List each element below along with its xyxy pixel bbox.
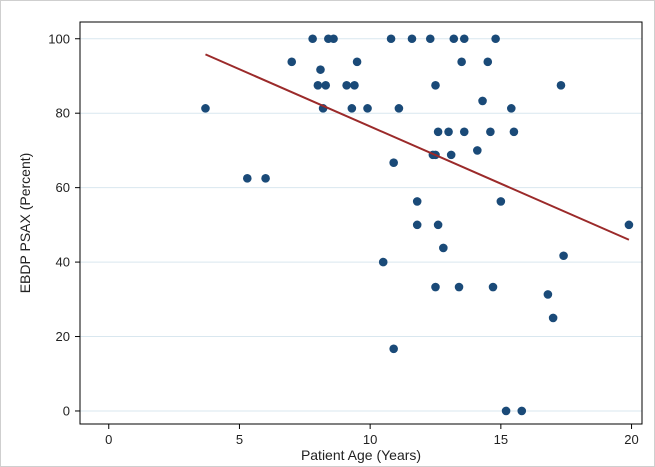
data-point: [313, 80, 323, 90]
y-axis: 0 20 40 60 80 100: [48, 31, 80, 418]
data-point: [473, 146, 482, 155]
y-tick-label: 40: [56, 255, 70, 270]
data-point: [454, 282, 464, 292]
data-point: [548, 313, 558, 323]
data-point: [543, 290, 553, 299]
y-tick-label: 80: [56, 106, 70, 121]
data-point: [488, 282, 498, 292]
data-point: [352, 57, 362, 67]
data-point: [389, 344, 398, 354]
data-point: [459, 127, 469, 137]
data-point: [350, 80, 359, 90]
data-point: [433, 220, 443, 230]
y-tick-label: 60: [56, 180, 70, 195]
y-tick-label: 0: [63, 403, 70, 418]
data-point: [431, 282, 440, 292]
data-point: [517, 406, 527, 416]
plot-frame: [79, 21, 643, 425]
data-point: [483, 57, 493, 67]
data-point: [556, 80, 566, 90]
data-point: [449, 34, 459, 44]
x-tick-label: 0: [105, 432, 112, 447]
data-point: [287, 57, 297, 67]
y-tick-label: 20: [56, 329, 70, 344]
data-point: [316, 65, 325, 74]
data-point: [509, 127, 519, 137]
data-point: [459, 34, 469, 44]
y-axis-title: EBDP PSAX (Percent): [17, 153, 33, 294]
data-point: [308, 34, 317, 44]
x-tick-label: 15: [494, 432, 508, 447]
data-point: [433, 127, 443, 137]
data-point: [496, 197, 506, 206]
data-point: [329, 34, 338, 44]
x-tick-label: 5: [236, 432, 243, 447]
data-point: [439, 243, 448, 253]
data-point: [486, 127, 495, 137]
data-point: [386, 34, 396, 44]
data-point: [412, 197, 422, 206]
data-point: [431, 80, 440, 90]
data-point: [389, 158, 398, 167]
data-point: [363, 104, 372, 113]
data-point: [507, 104, 516, 113]
data-point: [378, 257, 388, 267]
data-point: [559, 251, 568, 261]
fit-line: [205, 53, 630, 241]
data-point: [261, 174, 270, 183]
x-tick-label: 20: [624, 432, 638, 447]
data-point: [242, 174, 252, 183]
data-point: [342, 80, 351, 90]
y-tick-label: 100: [48, 31, 70, 46]
data-point: [624, 220, 634, 230]
data-point: [394, 104, 404, 113]
data-point: [457, 57, 466, 67]
data-point: [321, 80, 331, 90]
grid-lines: [80, 38, 642, 412]
x-axis-title: Patient Age (Years): [301, 447, 421, 463]
data-point: [347, 104, 357, 113]
data-point: [501, 406, 511, 416]
data-point: [201, 104, 210, 113]
data-point: [412, 220, 422, 230]
x-tick-label: 10: [363, 432, 377, 447]
data-point: [407, 34, 417, 44]
x-axis: 0 5 10 15 20: [105, 424, 639, 447]
data-point: [425, 34, 435, 44]
data-point: [478, 96, 487, 106]
data-point: [446, 150, 456, 160]
data-point: [444, 127, 453, 137]
data-point: [491, 34, 500, 44]
